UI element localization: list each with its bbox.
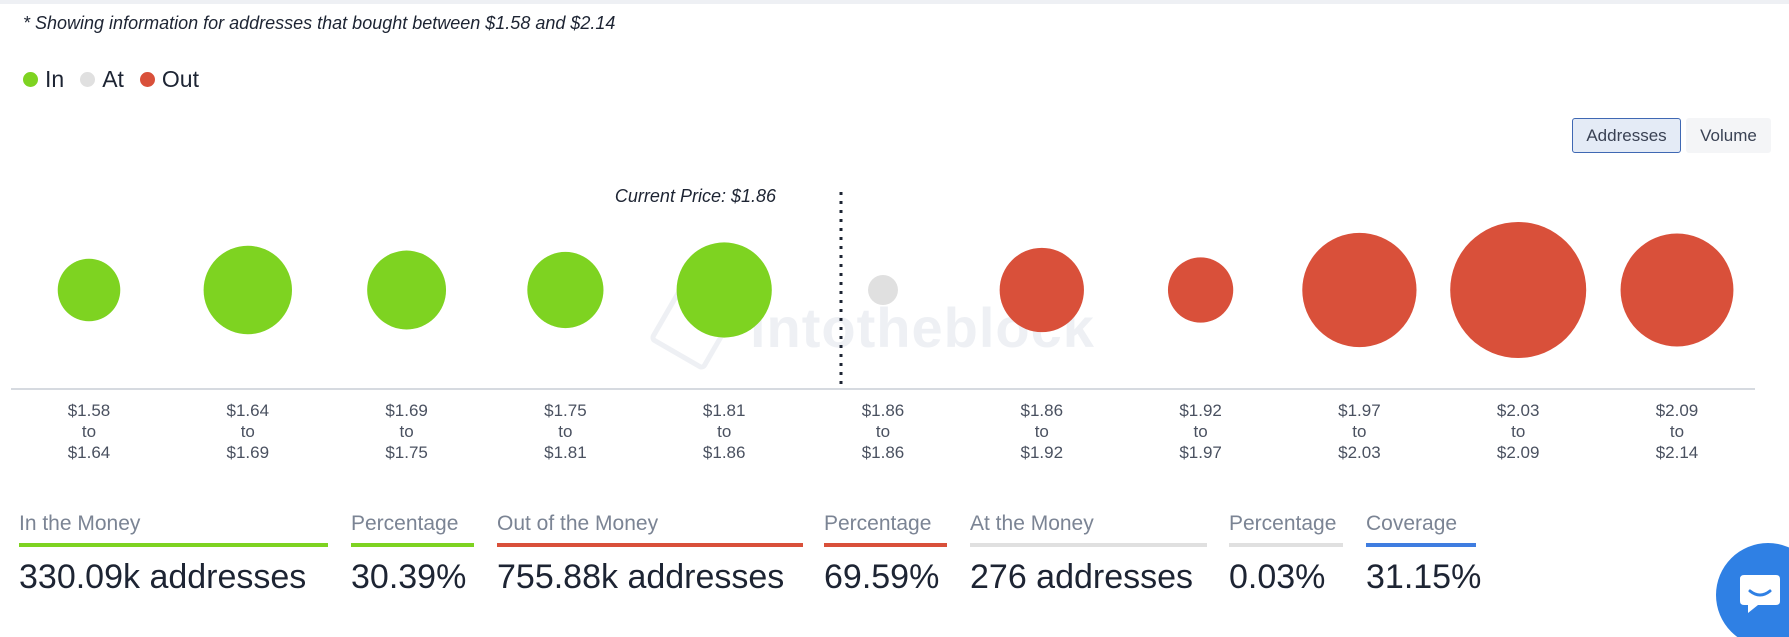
stat-value-at-the-money: 276 addresses	[970, 558, 1194, 596]
stats-row: In the Money 330.09k addresses Percentage 3…	[0, 512, 1789, 637]
stat-underline-coverage	[1366, 543, 1476, 547]
tick-label-7-line-3: $1.92	[1021, 443, 1064, 462]
stat-underline-at-percentage	[1229, 543, 1343, 547]
tick-label-3-line-1: $1.69	[385, 401, 428, 420]
top-strip	[0, 0, 1789, 4]
stat-at-percentage: Percentage 0.03%	[1229, 512, 1343, 597]
tick-label-3-line-3: $1.75	[385, 443, 428, 462]
bubble-11[interactable]	[1620, 233, 1734, 347]
bubble-3[interactable]	[367, 250, 447, 330]
in-out-money-chart: Current Price: $1.86 $1.58 to $1.64 $1.64 to…	[11, 186, 1755, 462]
stat-value-out-percentage: 69.59%	[824, 558, 940, 596]
legend-label-at: At	[102, 66, 124, 92]
stat-underline-in-the-money	[19, 543, 328, 547]
stat-label-in-percentage: Percentage	[351, 512, 459, 535]
legend-dot-in	[23, 72, 38, 87]
tick-label-7-line-2: to	[1035, 422, 1049, 441]
stat-underline-in-percentage	[351, 543, 474, 547]
stat-in-the-money: In the Money 330.09k addresses	[19, 512, 328, 597]
tick-label-5-line-1: $1.81	[703, 401, 746, 420]
stat-value-in-the-money: 330.09k addresses	[19, 558, 307, 596]
tick-label-7-line-1: $1.86	[1021, 401, 1064, 420]
legend-item-in: In	[23, 66, 64, 93]
tick-label-11-line-2: to	[1670, 422, 1684, 441]
tick-label-10-line-2: to	[1511, 422, 1525, 441]
tick-label-8-line-2: to	[1194, 422, 1208, 441]
stat-value-out-of-the-money: 755.88k addresses	[497, 558, 785, 596]
legend-dot-out	[139, 72, 155, 87]
bubbles	[57, 222, 1734, 358]
stat-at-the-money: At the Money 276 addresses	[970, 512, 1207, 597]
tick-label-8-line-1: $1.92	[1179, 401, 1222, 420]
stat-in-percentage: Percentage 30.39%	[351, 512, 474, 597]
bubble-5[interactable]	[676, 242, 772, 338]
legend-item-out: Out	[139, 66, 199, 93]
bubble-1[interactable]	[57, 258, 121, 322]
stat-coverage: Coverage 31.15%	[1366, 512, 1482, 597]
tick-label-11-line-1: $2.09	[1656, 401, 1699, 420]
tick-label-6-line-3: $1.86	[862, 443, 905, 462]
tick-label-9-line-2: to	[1352, 422, 1366, 441]
bubble-2[interactable]	[203, 245, 292, 335]
tick-label-6-line-1: $1.86	[862, 401, 905, 420]
bubble-7[interactable]	[999, 247, 1084, 333]
stat-value-in-percentage: 30.39%	[351, 558, 467, 596]
bubble-10[interactable]	[1450, 222, 1587, 358]
stat-out-of-the-money: Out of the Money 755.88k addresses	[497, 512, 803, 597]
stat-label-out-of-the-money: Out of the Money	[497, 512, 659, 535]
current-price-label: Current Price: $1.86	[615, 186, 777, 206]
stat-label-at-the-money: At the Money	[970, 512, 1094, 535]
legend: In At Out	[23, 66, 215, 93]
stat-value-coverage: 31.15%	[1366, 558, 1482, 596]
stat-underline-out-percentage	[824, 543, 947, 547]
x-tick-labels: $1.58 to $1.64 $1.64 to $1.69 $1.69 to $1.75 $1.7…	[68, 401, 1699, 462]
legend-label-out: Out	[161, 66, 199, 92]
legend-label-in: In	[45, 66, 65, 92]
range-note: * Showing information for addresses that…	[23, 13, 616, 33]
volume-toggle-button[interactable]: Volume	[1686, 118, 1771, 153]
tick-label-5-line-3: $1.86	[703, 443, 746, 462]
tick-label-9-line-3: $2.03	[1338, 443, 1381, 462]
tick-label-10-line-1: $2.03	[1497, 401, 1540, 420]
stat-out-percentage: Percentage 69.59%	[824, 512, 947, 597]
stat-underline-out-of-the-money	[497, 543, 803, 547]
bubble-8[interactable]	[1167, 257, 1234, 323]
tick-label-5-line-2: to	[717, 422, 731, 441]
tick-label-2-line-2: to	[241, 422, 255, 441]
tick-label-10-line-3: $2.09	[1497, 443, 1540, 462]
stat-underline-at-the-money	[970, 543, 1207, 547]
tick-label-9-line-1: $1.97	[1338, 401, 1381, 420]
tick-label-4-line-3: $1.81	[544, 443, 587, 462]
tick-label-1-line-1: $1.58	[68, 401, 111, 420]
bubble-9[interactable]	[1302, 232, 1417, 348]
tick-label-1-line-2: to	[82, 422, 96, 441]
legend-dot-at	[80, 72, 96, 87]
addresses-toggle-button[interactable]: Addresses	[1572, 118, 1681, 153]
stat-value-at-percentage: 0.03%	[1229, 558, 1326, 596]
tick-label-2-line-3: $1.69	[227, 443, 270, 462]
stat-label-out-percentage: Percentage	[824, 512, 932, 535]
tick-label-4-line-2: to	[558, 422, 572, 441]
tick-label-2-line-1: $1.64	[227, 401, 270, 420]
stat-label-in-the-money: In the Money	[19, 512, 141, 535]
tick-label-11-line-3: $2.14	[1656, 443, 1699, 462]
chat-bubble-icon	[1740, 575, 1780, 613]
stat-label-at-percentage: Percentage	[1229, 512, 1337, 535]
legend-item-at: At	[80, 66, 124, 93]
tick-label-1-line-3: $1.64	[68, 443, 111, 462]
tick-label-8-line-3: $1.97	[1179, 443, 1222, 462]
bubble-6[interactable]	[868, 275, 898, 305]
tick-label-4-line-1: $1.75	[544, 401, 587, 420]
tick-label-6-line-2: to	[876, 422, 890, 441]
bubble-4[interactable]	[527, 251, 604, 329]
tick-label-3-line-2: to	[400, 422, 414, 441]
stat-label-coverage: Coverage	[1366, 512, 1458, 535]
